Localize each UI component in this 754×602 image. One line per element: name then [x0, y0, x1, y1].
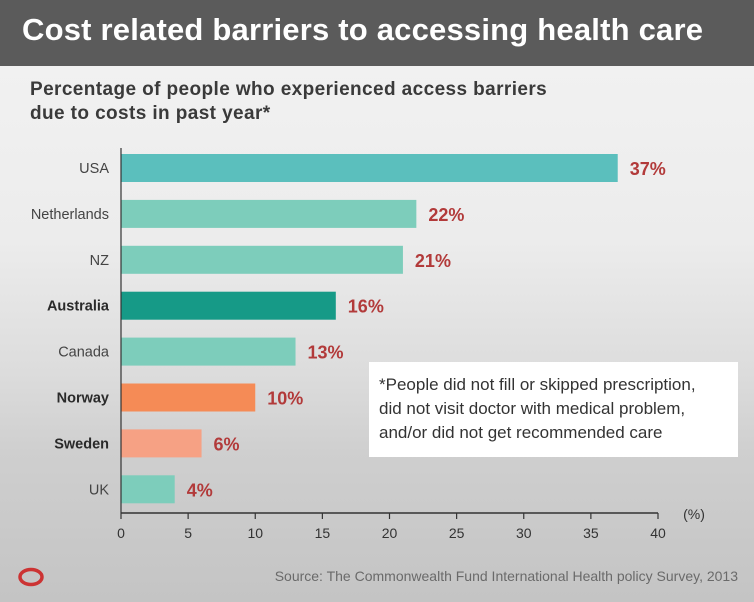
value-label-nz: 21% — [415, 251, 451, 271]
x-tick-label: 10 — [247, 525, 263, 541]
category-label-uk: UK — [89, 482, 109, 498]
bar-uk — [121, 475, 175, 504]
bar-canada — [121, 337, 296, 366]
x-tick-label: 0 — [117, 525, 125, 541]
category-label-norway: Norway — [57, 391, 109, 407]
bar-sweden — [121, 429, 202, 458]
bar-australia — [121, 291, 336, 320]
category-label-nz: NZ — [90, 253, 109, 269]
subtitle-line-1: Percentage of people who experienced acc… — [30, 79, 548, 100]
category-label-canada: Canada — [58, 345, 110, 361]
x-tick-label: 40 — [650, 525, 666, 541]
source-text: Source: The Commonwealth Fund Internatio… — [274, 568, 738, 584]
chart-subtitle: Percentage of people who experienced acc… — [30, 78, 670, 126]
value-label-usa: 37% — [630, 159, 666, 179]
x-tick-label: 30 — [516, 525, 532, 541]
x-tick-label: 20 — [382, 525, 398, 541]
ring-logo-icon — [16, 566, 46, 593]
category-label-sweden: Sweden — [54, 436, 109, 452]
bar-netherlands — [121, 199, 417, 228]
footnote-box: *People did not fill or skipped prescrip… — [369, 362, 738, 457]
title-bar: Cost related barriers to accessing healt… — [0, 0, 754, 66]
x-unit-label: (%) — [683, 506, 705, 522]
value-label-uk: 4% — [187, 480, 213, 500]
subtitle-line-2: due to costs in past year* — [30, 103, 271, 124]
footnote-line-2: did not visit doctor with medical proble… — [379, 399, 686, 418]
value-label-netherlands: 22% — [428, 205, 464, 225]
bars-layer: USA 37% Netherlands 22% NZ 21% Australia 16% Can… — [31, 154, 666, 504]
footnote-line-1: *People did not fill or skipped prescrip… — [379, 375, 696, 394]
value-label-australia: 16% — [348, 297, 384, 317]
bar-nz — [121, 245, 403, 274]
footnote-line-3: and/or did not get recommended care — [379, 423, 663, 442]
x-tick-label: 35 — [583, 525, 599, 541]
category-label-usa: USA — [79, 161, 109, 177]
value-label-norway: 10% — [267, 389, 303, 409]
bar-usa — [121, 154, 618, 182]
category-label-australia: Australia — [47, 299, 110, 315]
x-tick-label: 5 — [184, 525, 192, 541]
value-label-sweden: 6% — [214, 434, 240, 454]
bar-norway — [121, 383, 256, 412]
category-label-netherlands: Netherlands — [31, 207, 109, 223]
value-label-canada: 13% — [308, 343, 344, 363]
x-tick-label: 15 — [315, 525, 331, 541]
x-tick-label: 25 — [449, 525, 465, 541]
x-axis: 0 5 10 15 20 25 30 35 40 (%) — [117, 148, 705, 541]
page-title: Cost related barriers to accessing healt… — [22, 12, 704, 47]
